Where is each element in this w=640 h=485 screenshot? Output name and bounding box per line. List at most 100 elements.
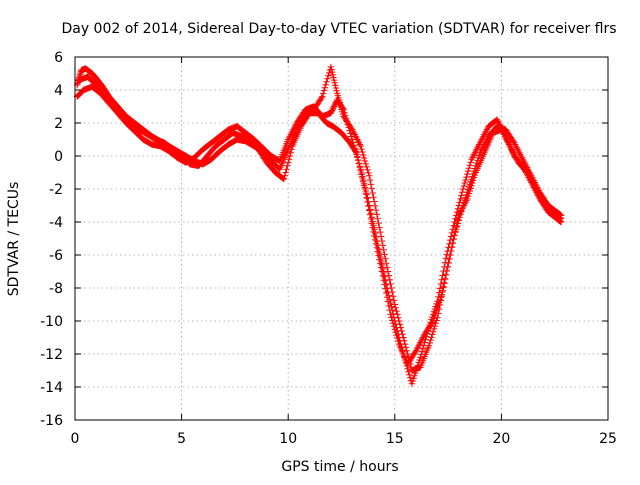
- data-point: [466, 162, 474, 169]
- data-point: [377, 264, 385, 271]
- data-point: [360, 154, 368, 162]
- data-point: [405, 368, 412, 376]
- data-point: [462, 176, 469, 184]
- data-point: [329, 105, 336, 113]
- data-point: [383, 289, 390, 297]
- y-tick-label: 2: [54, 116, 63, 132]
- data-point: [449, 239, 456, 247]
- data-point: [380, 276, 387, 284]
- data-point: [319, 90, 327, 97]
- data-point: [427, 336, 434, 344]
- data-point: [354, 156, 362, 164]
- data-point: [418, 348, 426, 355]
- data-point: [435, 301, 442, 309]
- data-point: [412, 369, 419, 377]
- data-point: [372, 206, 380, 214]
- data-point: [436, 296, 444, 304]
- data-point: [410, 375, 417, 382]
- data-point: [417, 354, 424, 361]
- data-point: [369, 224, 376, 231]
- data-point: [465, 190, 473, 197]
- data-point: [352, 148, 359, 155]
- data-point: [429, 331, 436, 338]
- data-point: [325, 72, 332, 80]
- y-tick-label: -4: [49, 215, 63, 231]
- data-point: [389, 320, 397, 327]
- data-point: [325, 69, 333, 77]
- data-point: [446, 240, 453, 247]
- data-point: [451, 232, 458, 239]
- data-point: [412, 367, 420, 374]
- x-tick-label: 25: [599, 431, 617, 447]
- data-point: [390, 297, 398, 304]
- data-point: [363, 194, 370, 201]
- data-point: [457, 195, 464, 203]
- data-point: [429, 317, 437, 325]
- data-point: [463, 173, 470, 181]
- data-point: [414, 362, 422, 369]
- x-axis-label: GPS time / hours: [281, 459, 398, 475]
- x-tick-label: 0: [71, 431, 80, 447]
- data-point: [319, 93, 326, 100]
- data-point: [327, 109, 335, 117]
- data-point: [286, 152, 294, 160]
- data-point: [416, 356, 423, 364]
- plot-frame: [74, 56, 609, 421]
- data-point: [389, 317, 396, 324]
- data-point: [381, 281, 388, 288]
- data-point: [376, 224, 383, 231]
- data-point: [330, 104, 337, 112]
- data-point: [360, 178, 367, 185]
- data-point: [332, 84, 340, 92]
- data-point: [453, 220, 461, 227]
- data-point: [368, 185, 375, 192]
- data-point: [464, 195, 471, 203]
- data-point: [383, 260, 390, 267]
- data-point: [458, 192, 465, 199]
- data-point: [373, 244, 381, 251]
- data-point: [435, 299, 443, 306]
- data-point: [448, 243, 456, 251]
- data-point: [467, 185, 474, 192]
- data-point: [378, 268, 386, 275]
- data-point: [344, 121, 352, 128]
- data-point: [380, 246, 387, 254]
- data-point: [432, 309, 439, 317]
- data-point: [382, 285, 389, 292]
- data-point: [428, 334, 435, 341]
- data-point: [439, 287, 446, 294]
- x-tick-label: 10: [279, 431, 297, 447]
- data-point: [329, 71, 336, 79]
- x-tick-label: 20: [492, 431, 510, 447]
- data-point: [377, 233, 385, 240]
- data-point: [373, 211, 381, 218]
- data-point: [406, 371, 413, 378]
- data-point: [284, 162, 291, 170]
- data-point: [385, 302, 393, 310]
- data-point: [386, 306, 393, 314]
- data-point: [411, 372, 418, 379]
- data-point: [377, 228, 384, 236]
- data-point: [331, 79, 338, 86]
- data-point: [445, 259, 452, 267]
- data-point: [358, 145, 365, 153]
- data-point: [375, 219, 382, 227]
- data-point: [464, 167, 472, 175]
- data-point: [366, 176, 374, 184]
- data-point: [450, 235, 457, 243]
- data-point: [392, 329, 399, 336]
- data-point: [357, 142, 364, 150]
- data-point: [467, 159, 474, 166]
- data-point: [367, 215, 375, 223]
- series-0: [73, 63, 565, 387]
- data-point: [287, 149, 294, 156]
- data-point: [470, 177, 477, 184]
- data-point: [464, 170, 471, 178]
- data-point: [461, 179, 468, 187]
- data-point: [362, 190, 370, 197]
- data-point: [323, 78, 330, 85]
- data-point: [389, 293, 397, 300]
